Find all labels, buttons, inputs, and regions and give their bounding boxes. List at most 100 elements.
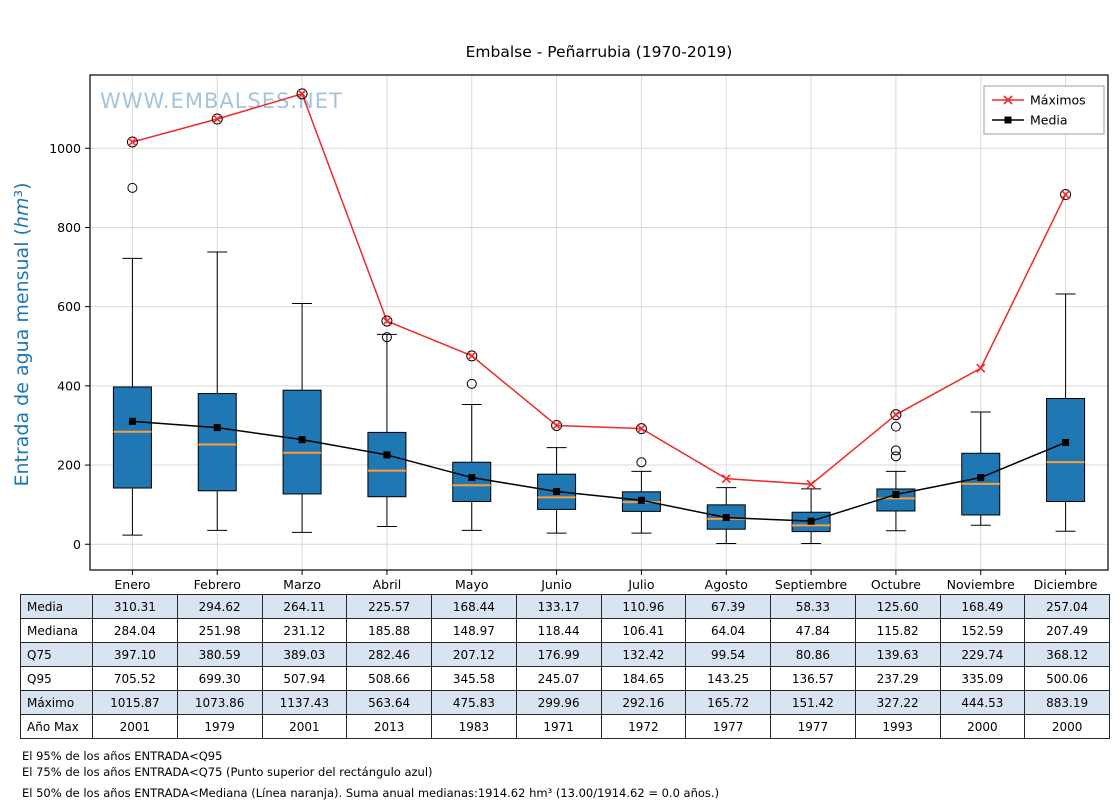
table-cell: 335.09: [939, 666, 1026, 691]
box: [197, 393, 237, 492]
legend: Máximos Media: [983, 85, 1105, 135]
table-cell: 67.39: [685, 594, 771, 619]
table-cell: 207.12: [431, 642, 517, 667]
table-cell: 507.94: [261, 666, 348, 691]
row-header: Año Max: [20, 714, 93, 739]
media-marker: [722, 514, 730, 522]
max-outlier-circle: [1060, 189, 1072, 201]
table-cell: 563.64: [346, 690, 432, 715]
table-cell: 168.44: [431, 594, 517, 619]
table-cell: 165.72: [685, 690, 771, 715]
table-cell: 229.74: [939, 642, 1026, 667]
table-row: Mediana 284.04 251.98 231.12 185.88 148.97 118…: [20, 618, 1110, 643]
x-tick-label: Enero: [114, 577, 150, 592]
table-cell: 1977: [685, 714, 771, 739]
media-marker: [892, 491, 900, 499]
outlier-marker: [381, 332, 392, 343]
table-cell: 118.44: [515, 618, 602, 643]
table-cell: 152.59: [939, 618, 1026, 643]
table-row: Q75 397.10 380.59 389.03 282.46 207.12 176.99 1…: [20, 642, 1110, 667]
watermark: WWW.EMBALSES.NET: [100, 89, 343, 113]
table-cell: 2000: [1024, 714, 1110, 739]
footnote-mediana: El 50% de los años ENTRADA<Mediana (Líne…: [22, 786, 720, 800]
x-tick-label: Agosto: [705, 577, 748, 592]
box: [367, 431, 407, 498]
table-cell: 110.96: [600, 594, 687, 619]
x-tick-label: Noviembre: [947, 577, 1016, 592]
row-header: Mediana: [20, 618, 93, 643]
media-marker: [383, 451, 391, 459]
table-cell: 327.22: [854, 690, 941, 715]
y-tick-label: 200: [57, 458, 81, 473]
x-tick-label: Julio: [627, 577, 654, 592]
y-tick-label: 1000: [49, 141, 81, 156]
row-header: Q95: [20, 666, 93, 691]
table-cell: 64.04: [685, 618, 771, 643]
max-outlier-circle: [635, 423, 647, 435]
table-cell: 2000: [939, 714, 1026, 739]
table-cell: 1977: [770, 714, 856, 739]
table-cell: 292.16: [600, 690, 687, 715]
row-header: Q75: [20, 642, 93, 667]
max-outlier-circle: [126, 136, 138, 148]
chart-title: Embalse - Peñarrubia (1970-2019): [466, 43, 733, 61]
box: [1046, 397, 1086, 502]
x-tick-label: Mayo: [455, 577, 489, 592]
table-cell: 1993: [854, 714, 941, 739]
outlier-marker: [890, 421, 901, 432]
table-cell: 151.42: [770, 690, 856, 715]
table-cell: 883.19: [1024, 690, 1110, 715]
media-marker: [213, 424, 221, 432]
media-marker: [637, 496, 645, 504]
row-header: Máximo: [20, 690, 93, 715]
table-cell: 1015.87: [92, 690, 178, 715]
outlier-marker: [890, 445, 901, 456]
table-cell: 389.03: [261, 642, 348, 667]
table-cell: 237.29: [854, 666, 941, 691]
x-tick-label: Junio: [540, 577, 572, 592]
table-cell: 184.65: [600, 666, 687, 691]
media-marker: [807, 517, 815, 525]
table-cell: 231.12: [261, 618, 348, 643]
table-cell: 1073.86: [176, 690, 263, 715]
max-outlier-circle: [551, 419, 563, 431]
y-tick-label: 800: [57, 220, 81, 235]
table-cell: 133.17: [515, 594, 602, 619]
x-tick-label: Marzo: [283, 577, 321, 592]
table-cell: 257.04: [1024, 594, 1110, 619]
media-line: [132, 420, 1066, 522]
table-cell: 139.63: [854, 642, 941, 667]
media-marker: [298, 436, 306, 444]
y-tick-label: 600: [57, 299, 81, 314]
x-tick-label: Abril: [373, 577, 402, 592]
table-row: Q95 705.52 699.30 507.94 508.66 345.58 245.07 1…: [20, 666, 1110, 691]
table-row: Media 310.31 294.62 264.11 225.57 168.44 133.1…: [20, 594, 1110, 619]
table-cell: 115.82: [854, 618, 941, 643]
max-outlier-circle: [890, 409, 902, 421]
table-cell: 176.99: [515, 642, 602, 667]
table-cell: 475.83: [431, 690, 517, 715]
table-cell: 148.97: [431, 618, 517, 643]
x-tick-label: Diciembre: [1034, 577, 1098, 592]
legend-label: Media: [1030, 113, 1068, 128]
table-cell: 2013: [346, 714, 432, 739]
outlier-marker: [466, 378, 477, 389]
footnote-q75: El 75% de los años ENTRADA<Q75 (Punto su…: [22, 765, 433, 779]
table-cell: 125.60: [854, 594, 941, 619]
media-marker: [553, 488, 561, 496]
table-cell: 143.25: [685, 666, 771, 691]
table-cell: 294.62: [176, 594, 263, 619]
box: [112, 386, 152, 489]
media-marker: [1062, 438, 1070, 446]
table-cell: 106.41: [600, 618, 687, 643]
table-row: Máximo 1015.87 1073.86 1137.43 563.64 475.83 2…: [20, 690, 1110, 715]
max-outlier-circle: [466, 350, 478, 362]
table-cell: 80.86: [770, 642, 856, 667]
media-marker: [977, 474, 985, 482]
table-cell: 132.42: [600, 642, 687, 667]
table-cell: 2001: [261, 714, 348, 739]
x-tick-label: Octubre: [871, 577, 921, 592]
table-cell: 264.11: [261, 594, 348, 619]
table-cell: 282.46: [346, 642, 432, 667]
